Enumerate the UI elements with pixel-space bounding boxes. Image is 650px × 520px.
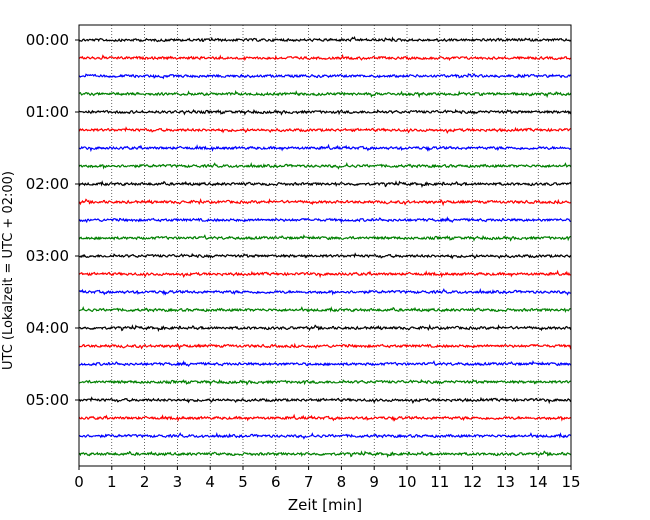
- x-tick-label: 14: [529, 473, 548, 491]
- trace-0230: [78, 216, 572, 224]
- x-tick-label: 9: [369, 473, 379, 491]
- trace-0445: [78, 378, 572, 386]
- x-tick-label: 1: [107, 473, 117, 491]
- trace-0015: [78, 53, 572, 62]
- x-tick-label: 3: [173, 473, 183, 491]
- x-tick-label: 0: [74, 473, 84, 491]
- x-tick-label: 2: [140, 473, 150, 491]
- seismic-traces: [78, 36, 572, 458]
- trace-0315: [78, 269, 572, 279]
- x-tick-label: 7: [304, 473, 314, 491]
- x-tick-label: 15: [561, 473, 580, 491]
- trace-0115: [78, 126, 572, 135]
- y-axis-label: UTC (Lokalzeit = UTC + 02:00): [1, 171, 16, 370]
- trace-0145: [78, 161, 572, 170]
- trace-0530: [78, 431, 572, 440]
- x-tick-label: 12: [463, 473, 482, 491]
- x-tick-label: 5: [238, 473, 248, 491]
- x-tick-label: 6: [271, 473, 281, 491]
- x-tick-label: 4: [205, 473, 215, 491]
- trace-0545: [78, 450, 572, 458]
- y-tick-label: 02:00: [26, 175, 69, 193]
- trace-0400: [78, 323, 572, 332]
- x-axis-ticks: 0 1 2 3 4 5 6 7 8 9 10 11 12 13 14 15: [74, 466, 581, 491]
- trace-0300: [78, 252, 572, 260]
- trace-0215: [78, 197, 572, 207]
- x-tick-label: 10: [397, 473, 416, 491]
- trace-0245: [78, 234, 572, 242]
- x-tick-label: 11: [430, 473, 449, 491]
- y-tick-label: 03:00: [26, 247, 69, 265]
- plot-frame: [78, 24, 572, 467]
- trace-0415: [78, 342, 572, 351]
- trace-0330: [78, 287, 572, 296]
- trace-0515: [78, 413, 572, 422]
- trace-0000: [78, 36, 572, 43]
- trace-0200: [78, 180, 572, 188]
- trace-0500: [78, 396, 572, 405]
- x-tick-label: 8: [337, 473, 347, 491]
- trace-0100: [78, 108, 572, 116]
- y-tick-label: 04:00: [26, 319, 69, 337]
- trace-0430: [78, 360, 572, 367]
- trace-0045: [78, 89, 572, 99]
- trace-0345: [78, 306, 572, 314]
- y-tick-label: 01:00: [26, 103, 69, 121]
- y-tick-label: 05:00: [26, 391, 69, 409]
- x-tick-label: 13: [496, 473, 515, 491]
- y-axis-ticks: 00:00 01:00 02:00 03:00 04:00 05:00: [26, 31, 79, 409]
- y-tick-label: 00:00: [26, 31, 69, 49]
- trace-0130: [78, 143, 572, 153]
- trace-0030: [78, 72, 572, 80]
- x-axis-label: Zeit [min]: [288, 496, 362, 514]
